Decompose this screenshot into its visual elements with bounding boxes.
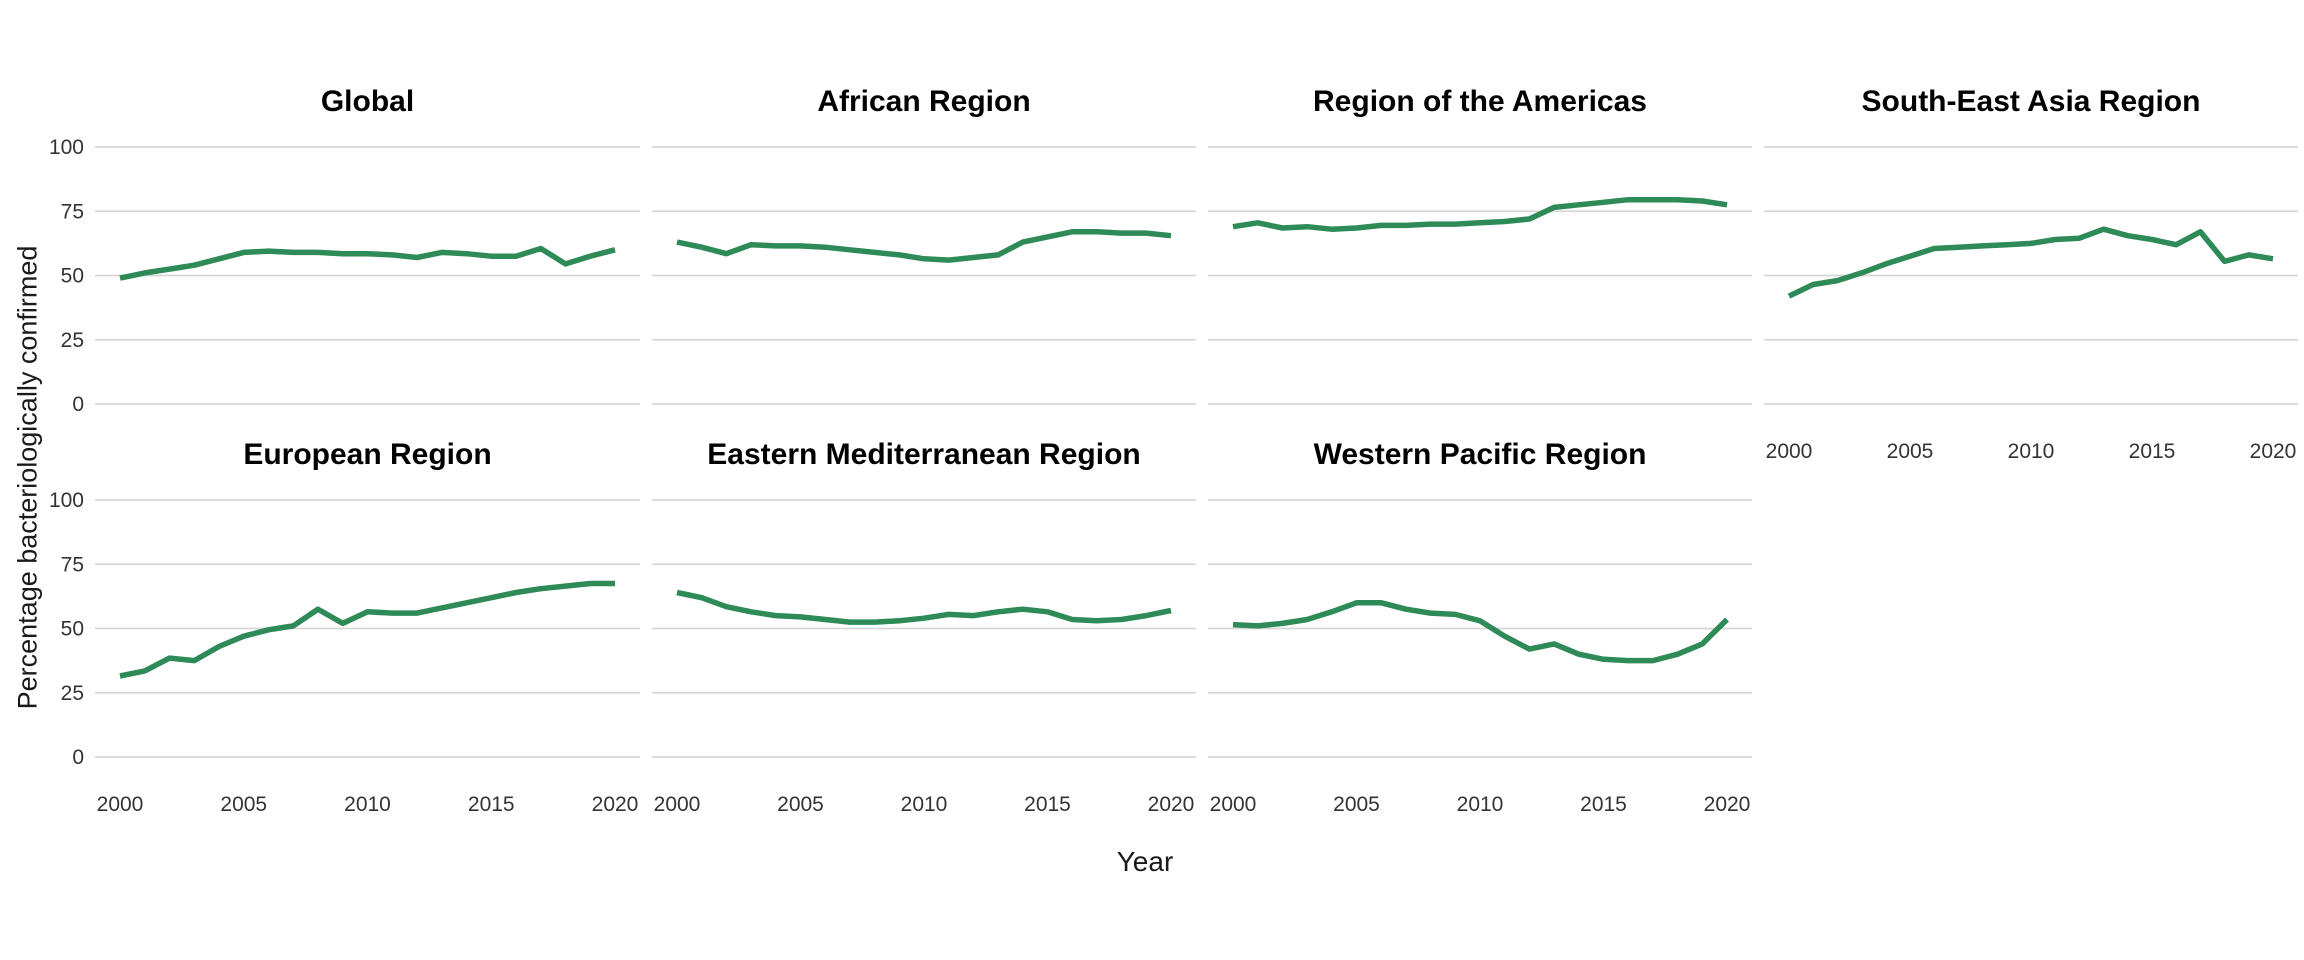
y-axis-label: Percentage bacteriologically confirmed	[12, 245, 43, 710]
x-tick-label: 2010	[344, 793, 391, 816]
y-tick-label: 0	[72, 746, 84, 769]
y-tick-label: 75	[61, 200, 84, 223]
y-tick-label: 25	[61, 682, 84, 705]
facet-title-eastern-mediterranean-region: Eastern Mediterranean Region	[707, 438, 1141, 471]
x-tick-label: 2020	[2250, 440, 2297, 463]
x-tick-label: 2005	[1333, 793, 1380, 816]
series-line-global	[119, 245, 616, 281]
x-tick-label: 2000	[1210, 793, 1257, 816]
series-line-south-east-asia-region	[1787, 226, 2274, 299]
x-tick-label: 2010	[901, 793, 948, 816]
x-tick-label: 2010	[1457, 793, 1504, 816]
x-tick-label: 2000	[97, 793, 144, 816]
facet-title-western-pacific-region: Western Pacific Region	[1313, 438, 1647, 471]
facet-title-african-region: African Region	[817, 85, 1031, 118]
x-tick-label: 2015	[1580, 793, 1627, 816]
series-line-african-region	[676, 229, 1172, 263]
x-tick-label: 2000	[1766, 440, 1813, 463]
series-line-european-region	[119, 580, 615, 679]
facet-title-south-east-asia-region: South-East Asia Region	[1861, 85, 2201, 118]
x-tick-label: 2005	[777, 793, 824, 816]
y-tick-label: 100	[49, 489, 84, 512]
x-axis-label: Year	[1116, 846, 1174, 877]
x-tick-label: 2020	[1148, 793, 1195, 816]
y-tick-label: 75	[61, 553, 84, 576]
facet-title-european-region: European Region	[243, 438, 492, 471]
x-tick-label: 2015	[468, 793, 515, 816]
facet-title-region-of-the-americas: Region of the Americas	[1313, 85, 1647, 118]
x-tick-label: 2015	[2129, 440, 2176, 463]
x-tick-label: 2020	[592, 793, 639, 816]
series-line-western-pacific-region	[1232, 600, 1729, 664]
x-tick-label: 2015	[1024, 793, 1071, 816]
series-line-eastern-mediterranean-region	[676, 589, 1172, 625]
series-line-region-of-the-americas	[1232, 196, 1728, 232]
x-tick-label: 2020	[1704, 793, 1751, 816]
x-tick-label: 2010	[2008, 440, 2055, 463]
x-tick-label: 2005	[220, 793, 267, 816]
y-tick-label: 0	[72, 393, 84, 416]
x-tick-label: 2000	[654, 793, 701, 816]
y-tick-label: 25	[61, 329, 84, 352]
y-tick-label: 50	[61, 265, 84, 288]
y-tick-label: 100	[49, 136, 84, 159]
y-tick-label: 50	[61, 618, 84, 641]
x-tick-label: 2005	[1887, 440, 1934, 463]
facet-title-global: Global	[320, 85, 415, 118]
